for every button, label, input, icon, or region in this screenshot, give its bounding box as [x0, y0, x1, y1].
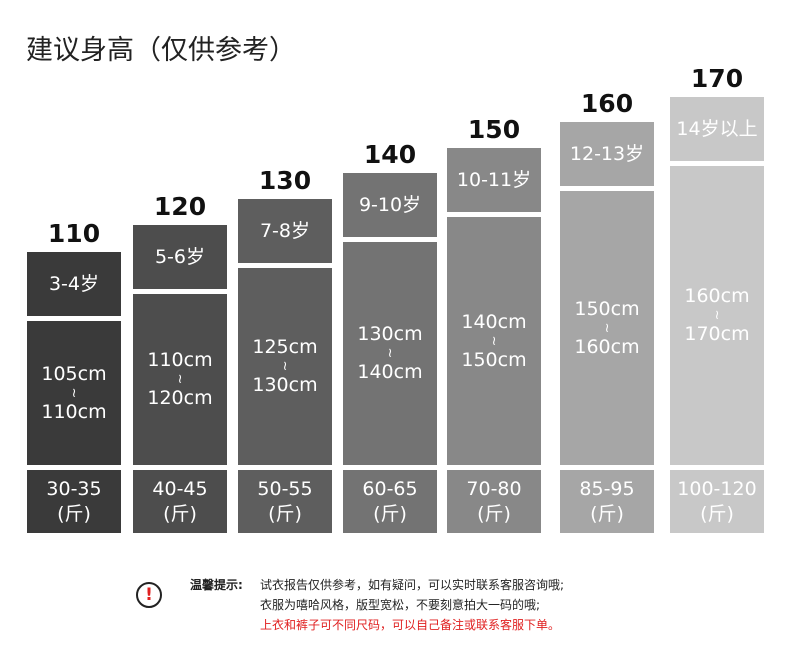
size-label: 110: [47, 219, 101, 248]
weight: 100-120: [677, 477, 757, 500]
height-min: 140cm: [461, 310, 527, 333]
height-min: 160cm: [684, 285, 750, 308]
height-max: 130cm: [252, 374, 318, 396]
height-max: 150cm: [461, 348, 527, 371]
height-min: 105cm: [41, 362, 107, 385]
size-label: 140: [363, 140, 417, 169]
height-max: 140cm: [357, 361, 423, 383]
height-box: 140cm ≀ 150cm: [447, 217, 541, 465]
height-sep: ≀: [604, 320, 610, 336]
weight-unit: (斤): [477, 502, 511, 525]
weight-box: 100-120 (斤): [670, 470, 764, 533]
weight-unit: (斤): [590, 502, 624, 525]
weight-unit: (斤): [373, 502, 407, 525]
height-min: 110cm: [147, 349, 213, 372]
weight: 60-65: [362, 477, 418, 500]
warning-icon: !: [136, 582, 162, 608]
weight-box: 60-65 (斤): [343, 470, 437, 533]
height-sep: ≀: [71, 385, 77, 401]
age-box: 10-11岁: [447, 148, 541, 212]
age-box: 5-6岁: [133, 225, 227, 289]
age-box: 14岁以上: [670, 97, 764, 161]
height-sep: ≀: [177, 372, 183, 387]
notice-line: 试衣报告仅供参考，如有疑问，可以实时联系客服咨询哦;: [260, 578, 565, 592]
age-box: 3-4岁: [27, 252, 121, 316]
size-label: 170: [690, 64, 744, 93]
weight-unit: (斤): [700, 502, 734, 525]
age-box: 9-10岁: [343, 173, 437, 237]
height-box: 105cm ≀ 110cm: [27, 321, 121, 465]
height-max: 110cm: [41, 400, 107, 423]
height-sep: ≀: [387, 346, 393, 361]
weight: 70-80: [466, 477, 522, 500]
weight-unit: (斤): [163, 502, 197, 525]
height-sep: ≀: [491, 333, 497, 349]
weight-box: 70-80 (斤): [447, 470, 541, 533]
notice-line: 衣服为嘻哈风格，版型宽松，不要刻意拍大一码的哦;: [260, 598, 541, 612]
weight-box: 50-55 (斤): [238, 470, 332, 533]
weight: 40-45: [152, 477, 208, 500]
height-box: 125cm ≀ 130cm: [238, 268, 332, 465]
size-label: 160: [580, 89, 634, 118]
weight-unit: (斤): [268, 502, 302, 525]
weight-box: 85-95 (斤): [560, 470, 654, 533]
height-min: 130cm: [357, 323, 423, 346]
height-max: 120cm: [147, 387, 213, 409]
weight-unit: (斤): [57, 502, 91, 525]
title: 建议身高（仅供参考）: [26, 35, 296, 66]
weight: 85-95: [579, 477, 635, 500]
weight: 50-55: [257, 477, 313, 500]
size-label: 120: [153, 192, 207, 221]
weight-box: 40-45 (斤): [133, 470, 227, 533]
height-sep: ≀: [282, 359, 288, 374]
height-max: 160cm: [574, 335, 640, 358]
height-box: 160cm ≀ 170cm: [670, 166, 764, 465]
height-min: 150cm: [574, 297, 640, 320]
age-box: 12-13岁: [560, 122, 654, 186]
weight-box: 30-35 (斤): [27, 470, 121, 533]
height-box: 110cm ≀ 120cm: [133, 294, 227, 465]
height-min: 125cm: [252, 336, 318, 359]
size-label: 130: [258, 166, 312, 195]
notice-line: 上衣和裤子可不同尺码，可以自己备注或联系客服下单。: [260, 618, 561, 632]
height-max: 170cm: [684, 323, 750, 345]
age-box: 7-8岁: [238, 199, 332, 263]
height-sep: ≀: [714, 308, 720, 323]
height-box: 130cm ≀ 140cm: [343, 242, 437, 465]
notice-label: 温馨提示:: [190, 578, 243, 592]
weight: 30-35: [46, 477, 102, 500]
size-label: 150: [467, 115, 521, 144]
height-box: 150cm ≀ 160cm: [560, 191, 654, 465]
